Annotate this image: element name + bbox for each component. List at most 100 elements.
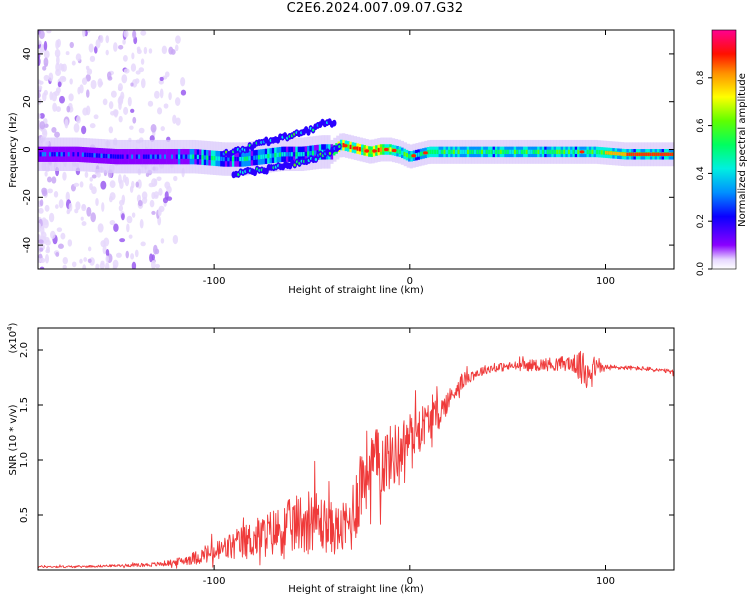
spectrogram-noise-cell <box>47 188 53 194</box>
spectrogram-noise-cell <box>39 112 45 119</box>
spectrogram-core-cell <box>91 153 94 158</box>
spectrogram-core-cell <box>255 155 258 160</box>
spectrogram-core-cell <box>201 155 204 160</box>
spectrogram-noise-cell <box>95 263 100 269</box>
spectrogram-noise-cell <box>56 227 63 233</box>
spectrogram-noise-cell <box>64 118 69 129</box>
spectrogram-core-cell <box>140 154 143 159</box>
spectrogram-noise-cell <box>130 108 135 113</box>
spectrogram-core-cell <box>358 147 361 152</box>
spectrogram-core-cell <box>553 149 556 155</box>
spectrogram-core-cell <box>516 149 519 155</box>
spectrogram-core-cell <box>464 149 467 155</box>
spectrogram-noise-cell <box>38 57 41 67</box>
spectrogram-core-cell <box>589 149 592 155</box>
spectrogram-core-cell <box>403 151 406 157</box>
spectrogram-core-cell <box>525 149 528 155</box>
spectrogram-core-cell <box>530 149 533 155</box>
spectrogram-core-cell <box>532 149 535 155</box>
spectrogram-noise-cell <box>153 244 158 255</box>
spectrogram-noise-cell <box>41 189 48 197</box>
spectrogram-noise-cell <box>105 249 110 257</box>
spectrogram-noise-cell <box>103 237 110 247</box>
spectrogram-noise-cell <box>121 213 125 221</box>
spectrogram-core-cell <box>556 149 559 155</box>
spectrogram-noise-cell <box>131 212 136 218</box>
spectrogram-noise-cell <box>127 96 132 107</box>
spectrogram-core-cell <box>368 149 371 154</box>
spectrogram-noise-cell <box>39 121 46 130</box>
spectrogram-noise-cell <box>44 204 50 212</box>
spectrogram-noise-cell <box>60 63 65 72</box>
snr-x-tick-label: 0 <box>407 576 413 587</box>
spectrogram-noise-cell <box>79 181 84 188</box>
spectrogram-core-cell <box>171 154 174 159</box>
spectrogram-core-cell <box>497 149 500 155</box>
spectrogram-noise-cell <box>43 123 49 128</box>
spectrogram-noise-cell <box>84 171 89 178</box>
spectrogram-core-cell <box>377 147 380 153</box>
spectrogram-ridge-end <box>612 151 615 155</box>
spectrogram-noise-cell <box>89 55 96 62</box>
spectrogram-noise-cell <box>108 195 113 203</box>
spectrogram-y-tick-label: -20 <box>22 189 33 205</box>
spectrogram-core-cell <box>504 149 507 155</box>
spectrogram-noise-cell <box>42 92 47 102</box>
spectrogram-core-cell <box>570 149 573 155</box>
spectrogram-core-cell <box>229 156 232 162</box>
spectrogram-core-cell <box>70 152 73 157</box>
spectrogram-core-cell <box>253 155 256 160</box>
spectrogram-core-cell <box>222 156 225 162</box>
spectrogram-ridge-end <box>659 152 662 156</box>
spectrogram-noise-cell <box>43 50 50 59</box>
spectrogram-core-cell <box>98 153 101 158</box>
spectrogram-core-cell <box>260 154 263 160</box>
spectrogram-core-cell <box>182 154 185 159</box>
spectrogram-noise-cell <box>66 105 71 113</box>
spectrogram-core-cell <box>596 149 599 155</box>
figure-title: C2E6.2024.007.09.07.G32 <box>286 1 464 16</box>
spectrogram-noise-cell <box>105 262 110 269</box>
spectrogram-noise-cell <box>71 60 76 66</box>
spectrogram-noise-cell <box>125 250 130 259</box>
spectrogram-core-cell <box>462 149 465 155</box>
spectrogram-noise-cell <box>42 130 48 136</box>
spectrogram-core-cell <box>459 149 462 155</box>
spectrogram-noise-cell <box>68 93 74 102</box>
spectrogram-core-cell <box>290 152 293 157</box>
spectrogram-core-cell <box>415 152 418 158</box>
spectrogram-noise-cell <box>68 202 73 212</box>
spectrogram-noise-cell <box>99 34 104 44</box>
spectrogram-noise-cell <box>154 263 161 269</box>
spectrogram-core-cell <box>584 149 587 155</box>
spectrogram-lower-branch-core <box>328 151 332 155</box>
spectrogram-peak <box>342 144 348 148</box>
spectrogram-core-cell <box>401 150 404 155</box>
spectrogram-noise-cell <box>80 216 84 221</box>
spectrogram-noise-cell <box>46 245 50 252</box>
spectrogram-core-cell <box>483 149 486 155</box>
snr-y-tick-label: 2.0 <box>19 342 30 358</box>
spectrogram-noise-cell <box>77 86 81 95</box>
spectrogram-noise-cell <box>89 123 96 129</box>
spectrogram-core-cell <box>302 151 305 157</box>
spectrogram-noise-cell <box>142 196 148 204</box>
colorbar-label: Normalized spectral amplitude <box>737 73 748 227</box>
spectrogram-core-cell <box>283 152 286 157</box>
spectrogram-core-cell <box>262 154 265 159</box>
spectrogram-noise-cell <box>100 180 107 190</box>
snr-frame <box>37 327 675 571</box>
spectrogram-core-cell <box>389 147 392 152</box>
spectrogram-noise-cell <box>46 30 52 34</box>
spectrogram-noise-cell <box>130 82 134 87</box>
spectrogram-ridge-end <box>606 151 609 155</box>
spectrogram-noise-cell <box>102 98 108 106</box>
spectrogram-noise-cell <box>119 199 125 206</box>
spectrogram-core-cell <box>196 154 199 160</box>
spectrogram-core-cell <box>267 153 270 159</box>
spectrogram-core-cell <box>563 149 566 155</box>
colorbar-gradient <box>712 30 736 269</box>
spectrogram-noise-cell <box>94 46 98 54</box>
spectrogram-ridge-end <box>665 152 668 156</box>
spectrogram-core-cell <box>419 151 422 157</box>
